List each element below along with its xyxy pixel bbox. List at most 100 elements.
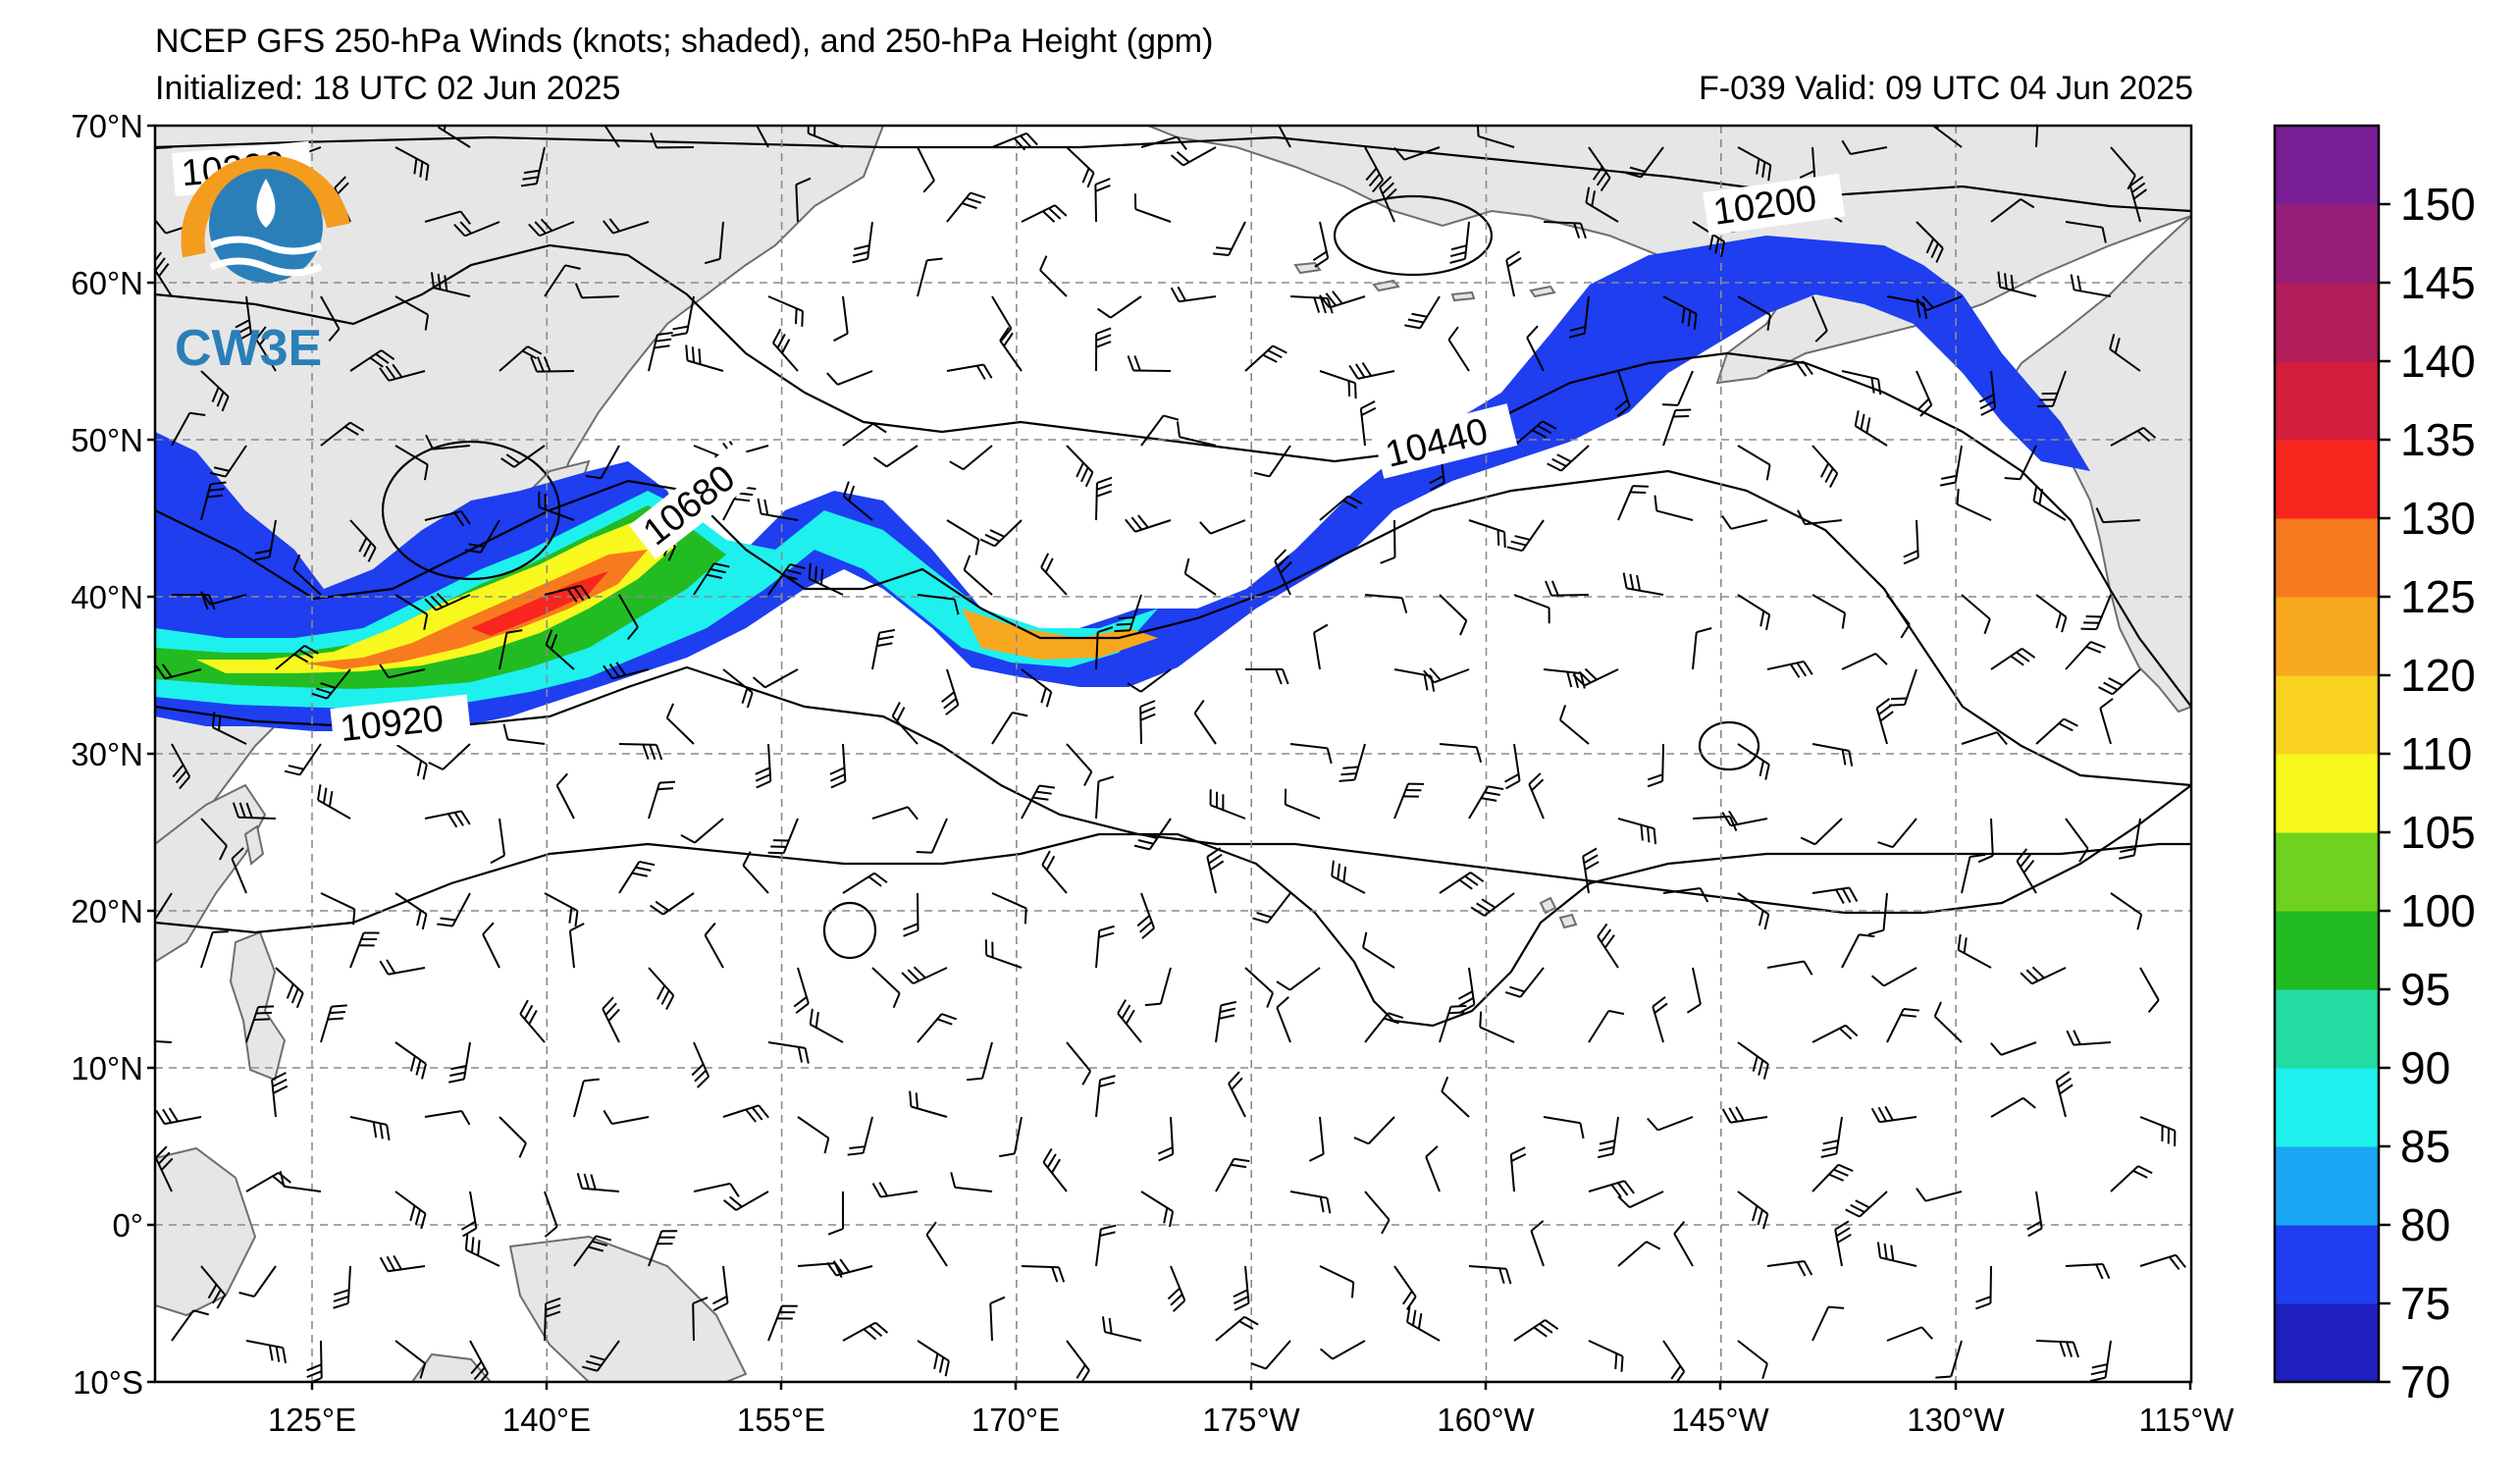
wind-barb [544,584,591,603]
wind-barb [1841,139,1888,155]
wind-barb [573,1078,600,1118]
wind-barb [1737,445,1771,481]
wind-barb [1870,967,1917,987]
wind-barb [1886,1007,1919,1043]
wind-barb [2119,818,2141,860]
wind-barb [1588,1180,1635,1198]
wind-barb [722,1104,769,1123]
wind-barb [1617,1241,1661,1267]
wind-barb [1439,872,1485,894]
wind-barb [2070,274,2112,297]
wind-barb [349,931,380,969]
contour-closed-high-20n [822,901,877,960]
contour-10920-south [155,832,2191,1028]
wind-barb [232,802,277,820]
wind-barb [941,668,960,715]
colorbar-label: 105 [2400,807,2476,858]
wind-barb [211,712,247,745]
wind-barb [394,594,429,630]
wind-barb [1997,271,2037,297]
wind-barb [842,1321,889,1342]
wind-barb [1457,967,1476,1014]
wind-barb [2065,1262,2111,1280]
wind-barb [292,554,322,596]
wind-barb [545,629,575,670]
wind-barb [209,445,247,478]
wind-barb [1066,445,1094,488]
wind-barb [2035,594,2068,633]
wind-barb [500,445,546,468]
lon-label-175w: 175°W [1202,1402,1300,1438]
wind-barb [809,1008,844,1043]
wind-barb [852,221,873,264]
wind-barb [2110,146,2136,190]
wind-barb [1379,176,1397,223]
wind-barb [1289,743,1333,765]
wind-barb [482,922,500,969]
land-philippines [229,930,287,1082]
wind-barb [502,723,546,745]
colorbar-label: 145 [2400,257,2476,308]
wind-barb [1811,445,1839,489]
wind-barb [704,221,724,265]
wind-barb [379,663,426,679]
wind-barb [200,370,230,412]
wind-barb [394,1191,427,1230]
wind-barb [2098,668,2141,696]
wind-barb [1526,325,1545,372]
wind-barb [200,591,247,606]
colorbar-label: 140 [2400,336,2476,387]
wind-barb [155,1107,202,1126]
wind-barb [618,594,639,640]
lat-label-10s: 10°S [73,1364,143,1401]
wind-barb [1312,221,1330,268]
wind-barb [1800,818,1843,846]
wind-barb [424,210,471,225]
wind-barb [284,743,322,776]
wind-barb [1854,410,1888,447]
wind-barb [767,818,799,855]
wind-barb [847,1116,873,1156]
wind-barb [2110,1165,2153,1192]
wind-barb [1721,1106,1768,1124]
wind-barb [1547,445,1590,472]
wind-barb [2020,966,2067,985]
wind-barb [950,1172,993,1192]
wind-barb [490,818,505,865]
wind-barb [200,818,228,861]
wind-barb [394,146,430,181]
wind-barb [704,922,724,969]
wind-barb [568,923,585,969]
wind-barb [963,555,993,596]
wind-barb [171,743,191,790]
wind-barb [464,519,500,554]
wind-barb [691,1041,710,1088]
wind-barb [245,1340,288,1364]
colorbar-label: 80 [2400,1199,2450,1250]
wind-barb [349,1116,391,1140]
colorbar-segment [2275,1225,2379,1304]
colorbar-segment [2275,361,2379,441]
wind-barb [1133,193,1172,223]
wind-barb [1278,126,1291,148]
wind-barb [231,847,247,894]
wind-barb [1331,860,1366,894]
wind-barb [1125,514,1172,533]
wind-barb [1095,1224,1117,1267]
wind-barb [1737,1041,1769,1080]
wind-barb [917,146,935,193]
wind-barb [1811,886,1859,904]
wind-barb [1530,1220,1545,1267]
wind-barb [1476,126,1515,148]
wind-barb [602,996,620,1043]
wind-barb [603,662,650,680]
wind-barb [757,498,799,521]
wind-barb [2032,485,2067,521]
wind-barb [1319,291,1366,309]
wind-barb [530,356,575,373]
wind-barb [1468,1265,1512,1285]
wind-barb [1841,370,1882,396]
wind-barb [1721,810,1768,827]
wind-barb [808,562,844,596]
jet-band-110kt [196,520,677,673]
